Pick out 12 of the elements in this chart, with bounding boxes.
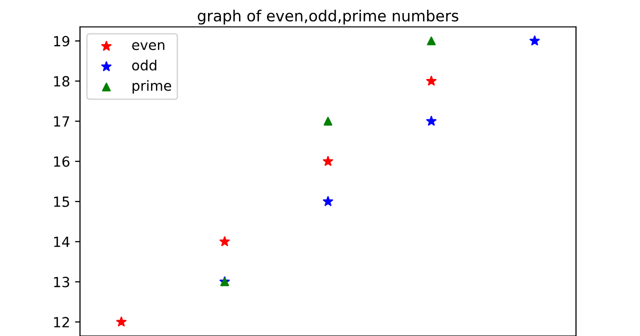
y-tick-label: 19 <box>54 36 70 46</box>
y-tick-label: 14 <box>54 236 70 247</box>
y-tick-label: 18 <box>54 76 70 87</box>
legend-label: prime <box>132 80 172 94</box>
y-tick-label: 17 <box>54 116 70 126</box>
chart-title: graph of even,odd,prime numbers <box>198 10 458 24</box>
y-tick-label: 12 <box>54 316 69 328</box>
y-tick-label: 15 <box>54 196 70 207</box>
y-tick-label: 13 <box>54 276 70 288</box>
y-tick-label: 16 <box>54 156 70 167</box>
legend-label: odd <box>132 60 156 71</box>
legend-label: even <box>132 42 164 50</box>
